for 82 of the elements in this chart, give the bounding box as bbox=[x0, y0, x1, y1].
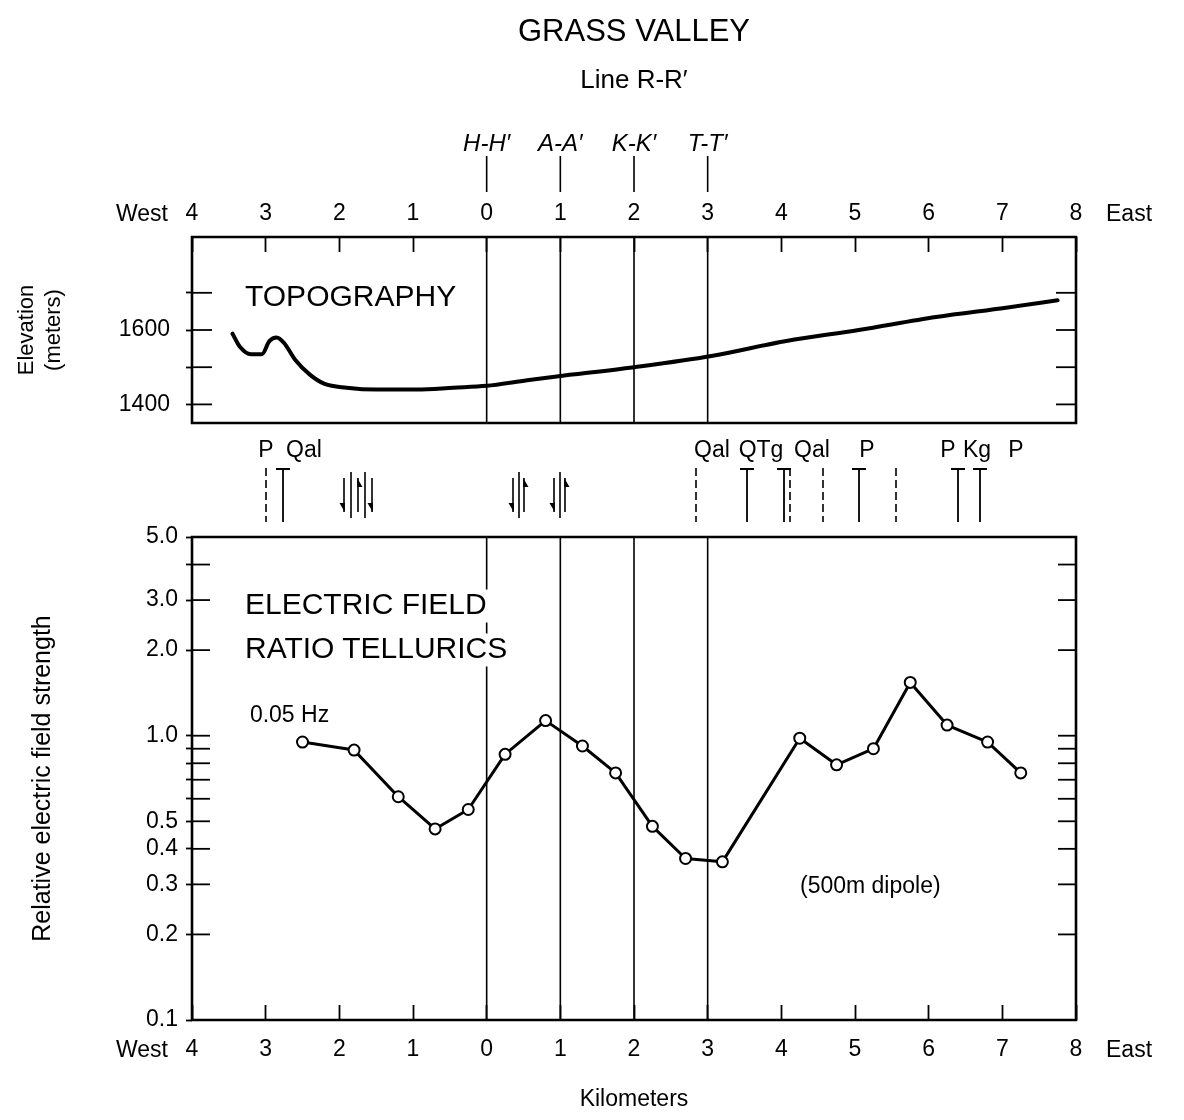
x-tick-label: 4 bbox=[185, 1035, 199, 1062]
y-tick-label: 0.3 bbox=[146, 869, 178, 896]
point bbox=[296, 735, 309, 749]
point bbox=[575, 739, 589, 753]
point bbox=[866, 742, 880, 756]
text: P bbox=[859, 436, 875, 463]
point bbox=[347, 743, 361, 757]
annotation: TOPOGRAPHY bbox=[245, 279, 457, 313]
text: H-H′ bbox=[463, 128, 512, 156]
x-tick-label: 8 bbox=[1069, 198, 1083, 225]
text: A-A′ bbox=[536, 128, 585, 156]
y-tick-label: 0.1 bbox=[146, 1005, 178, 1032]
point bbox=[461, 803, 475, 817]
text: East bbox=[1106, 1036, 1153, 1063]
x-tick-label: 2 bbox=[332, 198, 346, 225]
text: Kg bbox=[962, 436, 992, 463]
point bbox=[391, 790, 405, 804]
series-label: 0.05 Hz bbox=[249, 701, 330, 728]
point bbox=[793, 731, 807, 745]
text: East bbox=[1106, 200, 1153, 227]
x-axis-title: Kilometers bbox=[579, 1084, 689, 1111]
chart-title: GRASS VALLEY bbox=[517, 13, 751, 49]
y-tick-label: 0.4 bbox=[146, 834, 179, 861]
x-tick-label: 0 bbox=[480, 198, 494, 225]
x-tick-label: 7 bbox=[995, 198, 1009, 225]
text: West bbox=[116, 200, 169, 227]
x-tick-label: 5 bbox=[848, 1035, 862, 1062]
text: P bbox=[258, 436, 274, 463]
y-tick-label: 1600 bbox=[118, 315, 170, 342]
y-axis-title: Relative electric field strength bbox=[26, 615, 55, 942]
point bbox=[940, 718, 954, 732]
x-tick-label: 4 bbox=[774, 1035, 788, 1062]
point bbox=[539, 714, 553, 728]
x-tick-label: 7 bbox=[995, 1035, 1009, 1062]
text: T-T′ bbox=[687, 128, 729, 156]
text: P bbox=[1008, 436, 1024, 463]
x-tick-label: 6 bbox=[922, 198, 936, 225]
text: Qal bbox=[694, 436, 730, 463]
point bbox=[428, 822, 442, 836]
point bbox=[609, 766, 623, 780]
point bbox=[645, 819, 659, 833]
x-tick-label: 2 bbox=[332, 1035, 346, 1062]
point bbox=[715, 855, 729, 869]
x-tick-label: 5 bbox=[848, 198, 862, 225]
y-tick-label: 0.5 bbox=[146, 806, 178, 833]
x-tick-label: 3 bbox=[259, 198, 273, 225]
x-tick-label: 4 bbox=[185, 198, 199, 225]
point bbox=[679, 851, 693, 865]
annotation: (500m dipole) bbox=[800, 872, 941, 899]
y-tick-label: 3.0 bbox=[146, 585, 178, 612]
y-tick-label: 2.0 bbox=[146, 635, 178, 662]
x-tick-label: 0 bbox=[480, 1035, 494, 1062]
text: QTg bbox=[738, 436, 784, 463]
x-tick-label: 1 bbox=[553, 1035, 567, 1062]
text: K-K′ bbox=[611, 128, 658, 156]
x-tick-label: 3 bbox=[701, 1035, 715, 1062]
point bbox=[981, 735, 995, 749]
text: Qal bbox=[794, 436, 830, 463]
annotation: ELECTRIC FIELD RATIO TELLURICS bbox=[245, 587, 508, 665]
y-axis-title: Elevation (meters) bbox=[13, 284, 65, 376]
x-tick-label: 1 bbox=[406, 1035, 420, 1062]
y-tick-label: 1.0 bbox=[146, 721, 178, 748]
chart-subtitle: Line R-R′ bbox=[580, 63, 688, 94]
text: West bbox=[116, 1036, 169, 1063]
text: Qal bbox=[286, 436, 322, 463]
x-tick-label: 1 bbox=[553, 198, 567, 225]
y-tick-label: 5.0 bbox=[146, 522, 178, 549]
point bbox=[903, 675, 917, 689]
point bbox=[830, 758, 844, 772]
x-tick-label: 3 bbox=[701, 198, 715, 225]
x-tick-label: 3 bbox=[259, 1035, 273, 1062]
point bbox=[498, 747, 512, 761]
x-tick-label: 2 bbox=[627, 198, 641, 225]
x-tick-label: 2 bbox=[627, 1035, 641, 1062]
y-tick-label: 0.2 bbox=[146, 919, 178, 946]
x-tick-label: 6 bbox=[922, 1035, 936, 1062]
text: P bbox=[940, 436, 956, 463]
x-tick-label: 4 bbox=[774, 198, 788, 225]
x-tick-label: 1 bbox=[406, 198, 420, 225]
y-tick-label: 1400 bbox=[118, 389, 170, 416]
x-tick-label: 8 bbox=[1069, 1035, 1083, 1062]
point bbox=[1014, 766, 1028, 780]
